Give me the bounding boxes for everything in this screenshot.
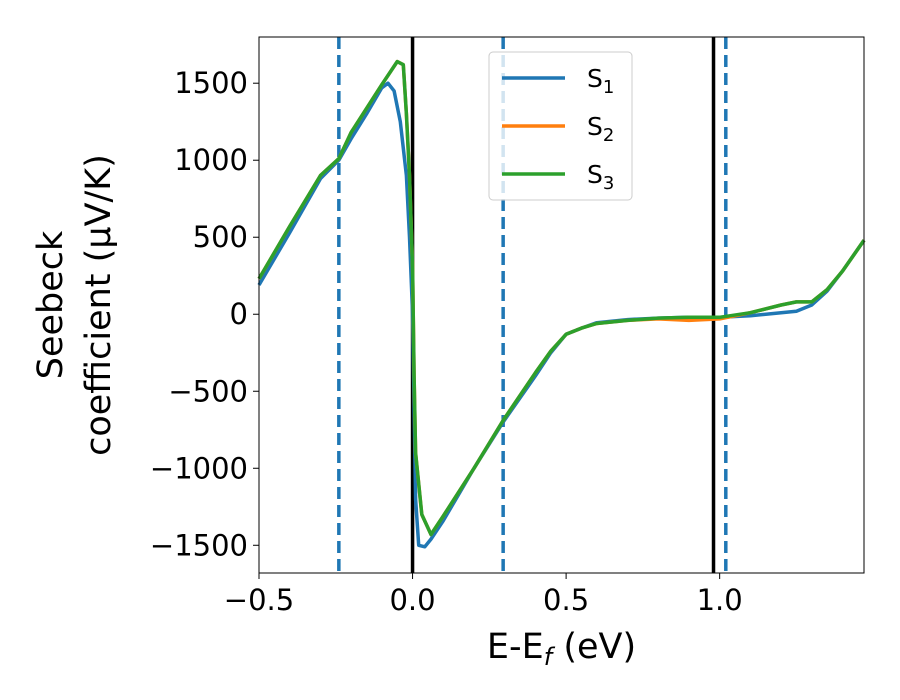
series-line-s3 <box>257 59 866 537</box>
y-tick-label: −500 <box>168 374 248 408</box>
y-axis-ticks: −1500 −1000 −500 0 500 1000 1500 <box>150 66 259 562</box>
y-tick-label: −1500 <box>150 528 248 562</box>
y-tick-label: 0 <box>230 297 248 331</box>
y-tick-label: 1500 <box>174 66 248 100</box>
x-tick-label: −0.5 <box>224 583 294 617</box>
x-tick-label: 1.0 <box>697 583 743 617</box>
y-axis-label-line2: coefficient (μV/K) <box>79 154 119 456</box>
y-tick-label: −1000 <box>150 451 248 485</box>
plot-frame <box>258 36 865 574</box>
y-axis-label-line1: Seebeck <box>31 230 71 379</box>
legend-label-s1: S1 <box>587 64 614 98</box>
series-lines <box>257 59 866 549</box>
legend-label-s2: S2 <box>587 112 614 146</box>
x-tick-label: 0.0 <box>389 583 435 617</box>
x-axis-label: E-Ef (eV) <box>487 627 636 671</box>
x-axis-ticks: −0.5 0.0 0.5 1.0 <box>224 573 743 617</box>
y-tick-label: 500 <box>193 220 248 254</box>
legend: S1 S2 S3 <box>488 51 633 201</box>
x-tick-label: 0.5 <box>543 583 589 617</box>
y-tick-label: 1000 <box>174 143 248 177</box>
y-axis-label: Seebeck coefficient (μV/K) <box>31 154 119 456</box>
legend-label-s3: S3 <box>587 160 614 194</box>
